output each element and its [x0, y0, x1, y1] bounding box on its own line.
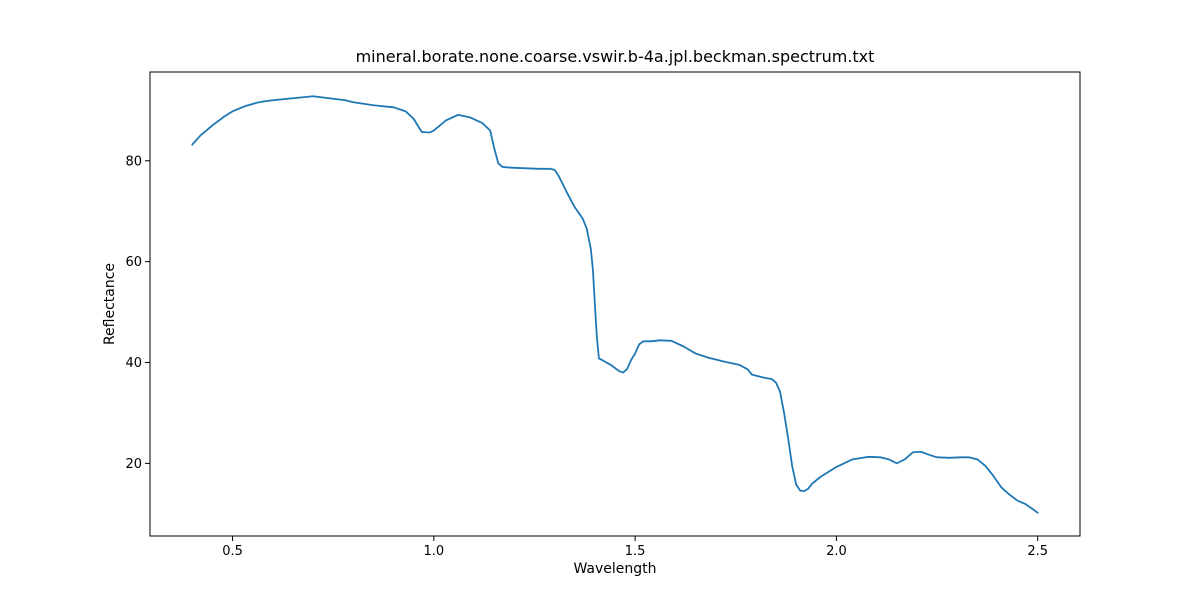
- series-layer: [191, 95, 1039, 514]
- chart-title: mineral.borate.none.coarse.vswir.b-4a.jp…: [355, 47, 875, 66]
- series-line: [191, 95, 1039, 514]
- x-axis-label: Wavelength: [573, 561, 657, 577]
- x-tick-label: 2.5: [1027, 544, 1048, 559]
- x-axis-ticks: 0.5 1.0 1.5 2.0 2.5: [222, 536, 1048, 559]
- y-tick-label: 80: [125, 154, 142, 169]
- x-tick-label: 1.5: [625, 544, 646, 559]
- y-axis-label: Reflectance: [102, 262, 118, 346]
- x-tick-label: 0.5: [222, 544, 243, 559]
- y-tick-label: 40: [125, 356, 142, 371]
- plot-frame: [149, 71, 1081, 537]
- y-tick-label: 60: [125, 255, 142, 270]
- y-tick-label: 20: [125, 457, 142, 472]
- y-axis-ticks: 20 40 60 80: [125, 154, 150, 472]
- x-tick-label: 2.0: [826, 544, 847, 559]
- x-tick-label: 1.0: [423, 544, 444, 559]
